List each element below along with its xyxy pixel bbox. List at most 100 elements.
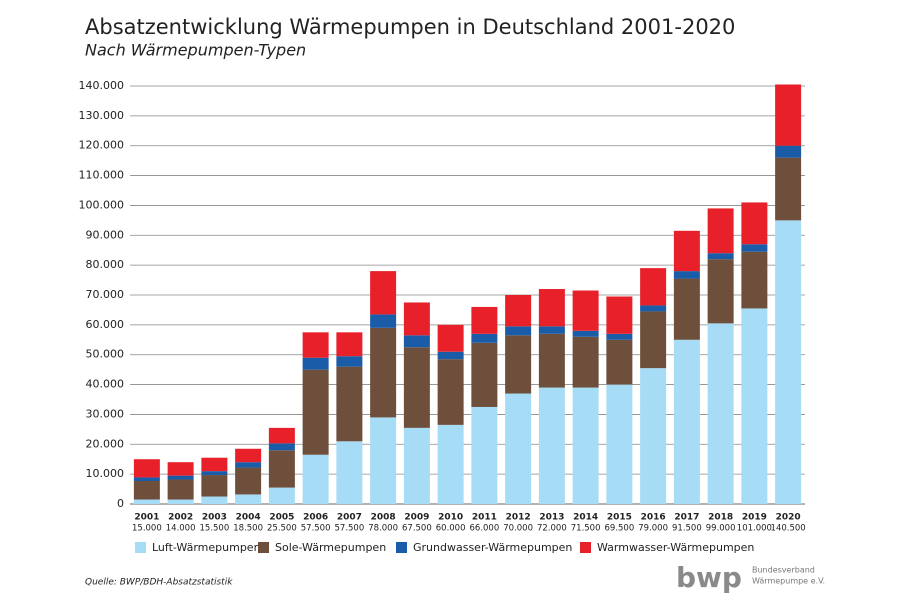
x-tick-label: 2012 xyxy=(506,513,531,523)
bar-segment xyxy=(572,290,599,331)
x-tick-label: 2018 xyxy=(708,513,733,523)
bar-segment xyxy=(437,324,464,352)
y-tick-label: 110.000 xyxy=(79,169,125,182)
bar-segment xyxy=(606,339,633,385)
bar-segment xyxy=(370,417,397,504)
bar-segment xyxy=(538,333,565,388)
x-tick-label: 2014 xyxy=(573,513,598,523)
bar-segment xyxy=(471,342,498,407)
bar-segment xyxy=(471,333,498,343)
legend-label: Grundwasser-Wärmepumpen xyxy=(413,541,572,554)
x-tick-label: 2008 xyxy=(371,513,396,523)
bar-segment xyxy=(572,387,599,504)
bar-segment xyxy=(673,339,700,504)
legend-label: Sole-Wärmepumpen xyxy=(275,541,386,554)
bar-segment xyxy=(640,368,667,504)
bar-segment xyxy=(707,253,734,260)
legend-swatch xyxy=(135,542,146,553)
bar-segment xyxy=(167,475,194,480)
bar-segment xyxy=(302,369,329,455)
bar-segment xyxy=(437,424,464,504)
legend-swatch xyxy=(396,542,407,553)
bar-segment xyxy=(302,357,329,370)
y-tick-label: 80.000 xyxy=(86,258,125,271)
bar-segment xyxy=(572,330,599,337)
x-tick-label: 2013 xyxy=(539,513,564,523)
bar-segment xyxy=(336,441,363,504)
bar-segment xyxy=(741,244,768,252)
x-tick-label: 2007 xyxy=(337,513,362,523)
legend-label: Warmwasser-Wärmepumpen xyxy=(597,541,754,554)
category-total: 70.000 xyxy=(503,524,533,534)
bar-segment xyxy=(606,296,633,334)
category-total: 14.000 xyxy=(166,524,196,534)
x-tick-label: 2004 xyxy=(236,513,261,523)
bar-segment xyxy=(403,427,430,504)
bar-segment xyxy=(505,295,532,327)
bar-segment xyxy=(336,356,363,367)
category-total: 67.500 xyxy=(402,524,432,534)
y-tick-label: 140.000 xyxy=(79,79,125,92)
bar-segment xyxy=(505,326,532,336)
bar-segment xyxy=(403,302,430,336)
bar-segment xyxy=(201,471,228,476)
y-tick-label: 0 xyxy=(117,497,124,510)
y-tick-label: 60.000 xyxy=(86,318,125,331)
bar-segment xyxy=(707,259,734,324)
bar-segment xyxy=(268,487,295,504)
bar-segment xyxy=(370,314,397,328)
category-total: 101.000 xyxy=(737,524,772,534)
y-tick-label: 50.000 xyxy=(86,348,125,361)
category-total: 99.000 xyxy=(706,524,736,534)
logo-line: Wärmepumpe e.V. xyxy=(752,577,825,586)
bar-segment xyxy=(268,427,295,444)
x-tick-label: 2020 xyxy=(776,513,801,523)
x-tick-label: 2003 xyxy=(202,513,227,523)
y-tick-label: 30.000 xyxy=(86,407,125,420)
bar-segment xyxy=(167,479,194,500)
bar-segment xyxy=(673,278,700,340)
category-total: 60.000 xyxy=(436,524,466,534)
bar-segment xyxy=(201,475,228,497)
bar-segment xyxy=(775,84,802,146)
category-total: 91.500 xyxy=(672,524,702,534)
bar-segment xyxy=(268,443,295,451)
bar-segment xyxy=(471,306,498,334)
bar-segment xyxy=(167,462,194,476)
bar-segment xyxy=(707,208,734,254)
bar-segment xyxy=(133,499,160,504)
bar-segment xyxy=(268,450,295,488)
x-tick-label: 2010 xyxy=(438,513,463,523)
bar-segment xyxy=(201,496,228,504)
bar-segment xyxy=(370,271,397,315)
bar-segment xyxy=(370,327,397,418)
category-total: 57.500 xyxy=(335,524,365,534)
bar-segment xyxy=(775,220,802,504)
bar-segment xyxy=(505,335,532,394)
y-tick-label: 130.000 xyxy=(79,109,125,122)
category-total: 66.000 xyxy=(470,524,500,534)
category-total: 78.000 xyxy=(368,524,398,534)
x-tick-label: 2005 xyxy=(269,513,294,523)
bar-segment xyxy=(437,359,464,425)
bar-segment xyxy=(538,326,565,334)
bar-segment xyxy=(741,251,768,309)
x-tick-label: 2001 xyxy=(134,513,159,523)
y-tick-label: 100.000 xyxy=(79,198,125,211)
category-total: 57.500 xyxy=(301,524,331,534)
x-tick-label: 2011 xyxy=(472,513,497,523)
y-tick-label: 90.000 xyxy=(86,228,125,241)
bar-segment xyxy=(471,406,498,504)
bar-segment xyxy=(572,336,599,388)
x-tick-label: 2006 xyxy=(303,513,328,523)
bar-segment xyxy=(437,351,464,360)
y-tick-label: 70.000 xyxy=(86,288,125,301)
bar-segment xyxy=(640,268,667,306)
source: Quelle: BWP/BDH-Absatzstatistik xyxy=(85,578,233,588)
legend-label: Luft-Wärmepumpen xyxy=(152,541,261,554)
category-total: 15.500 xyxy=(200,524,230,534)
bar-segment xyxy=(403,335,430,348)
logo-mark: bwp xyxy=(676,561,742,594)
bar-segment xyxy=(235,494,262,504)
category-total: 72.000 xyxy=(537,524,567,534)
